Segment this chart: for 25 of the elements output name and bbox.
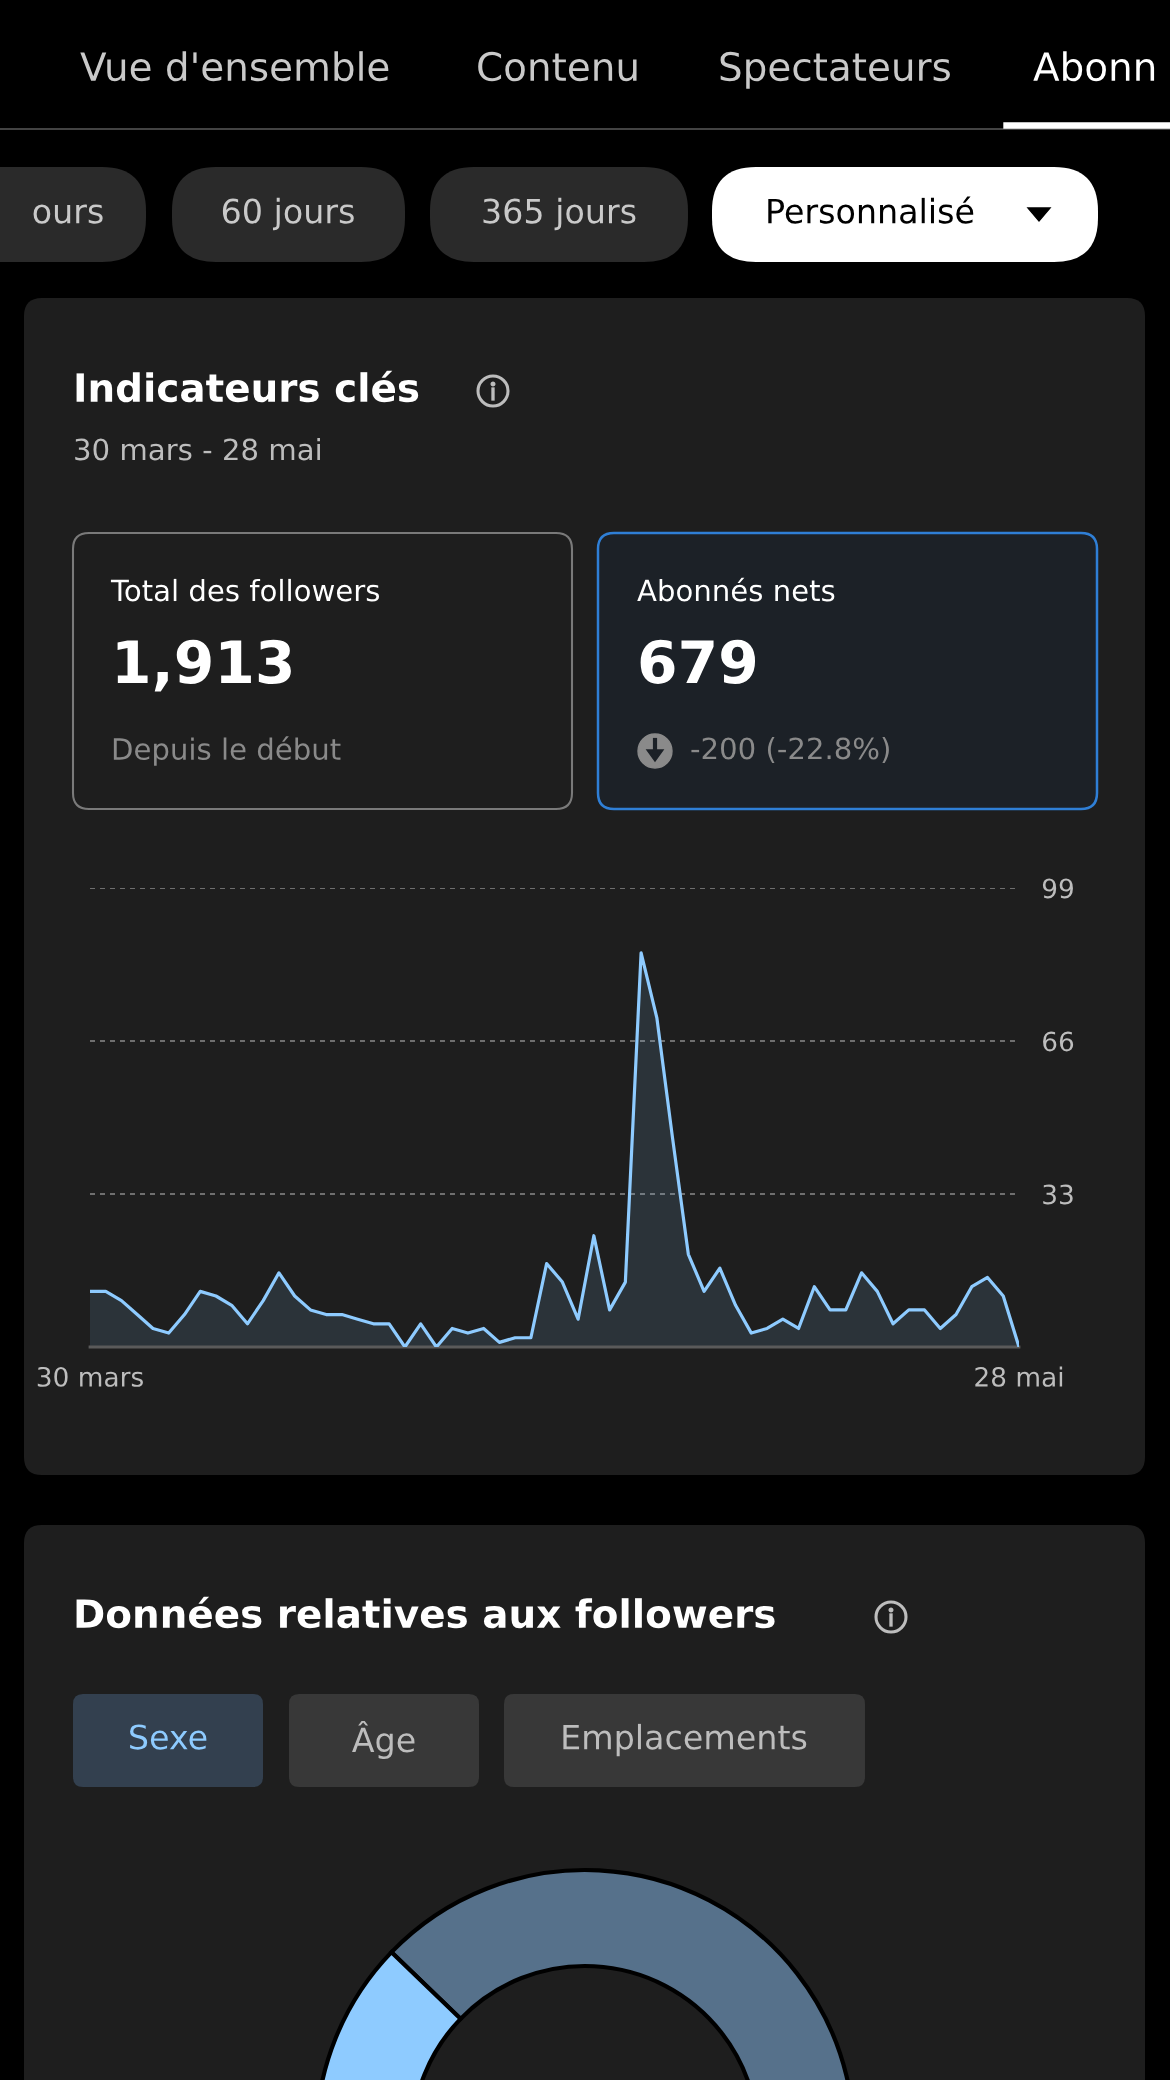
text: Depuis le début (113, 736, 341, 766)
y-tick-label: 99 (1042, 878, 1073, 899)
text: 30 mars - 28 mai (75, 437, 320, 461)
text: 679 (640, 639, 756, 684)
text: -200 (-22.8%) (691, 736, 889, 763)
x-tick-label: 28 mai (975, 1366, 1063, 1387)
text: Sexe (130, 1724, 207, 1750)
text: Âge (352, 1721, 415, 1759)
text: 1,913 (117, 639, 291, 692)
y-tick-label: 33 (1043, 1184, 1073, 1205)
text: Vue d'ensemble (80, 51, 389, 82)
text: Données relatives aux followers (76, 1596, 775, 1629)
text: Total des followers (110, 578, 380, 602)
text: Indicateurs clés (76, 370, 419, 403)
text: 365 jours (483, 197, 636, 231)
text: Personnalisé (768, 196, 974, 224)
x-tick-label: 30 mars (37, 1366, 143, 1387)
text: 60 jours (222, 197, 354, 231)
text: Emplacements (563, 1723, 807, 1757)
text: Spectateurs (720, 51, 950, 89)
text: Abonnés nets (637, 577, 835, 602)
text: Contenu (478, 51, 637, 82)
y-tick-label: 66 (1043, 1031, 1074, 1052)
text: ours (33, 204, 103, 224)
text: Abonn (1033, 51, 1155, 82)
